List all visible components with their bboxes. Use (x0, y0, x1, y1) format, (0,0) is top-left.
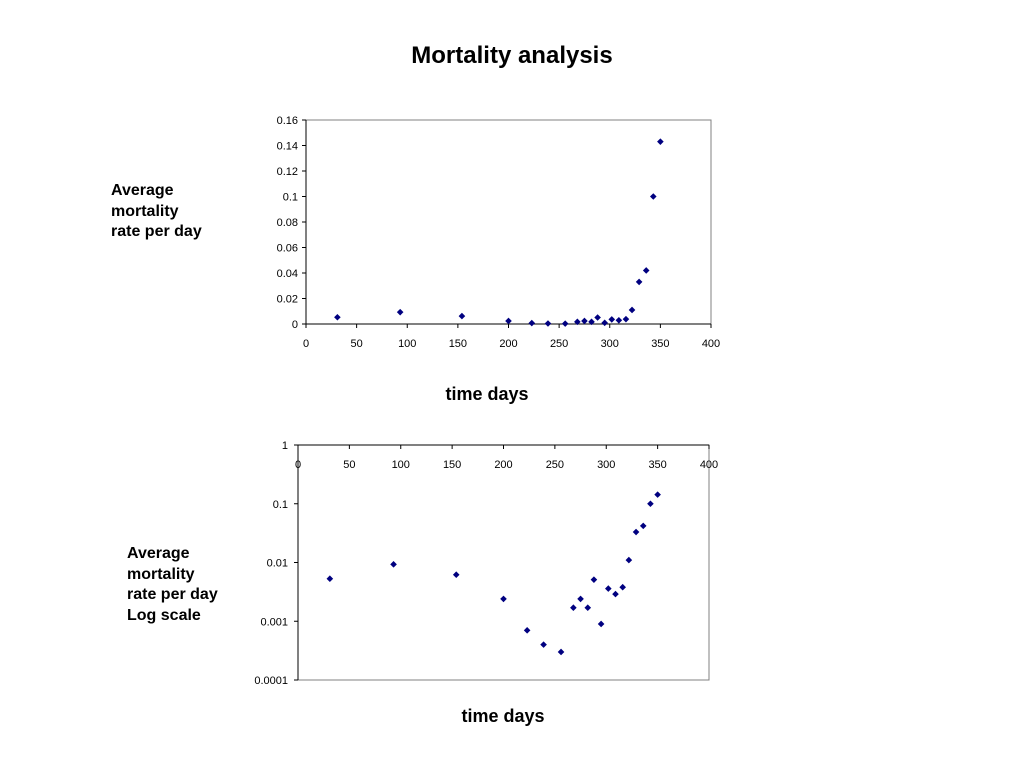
data-point (608, 316, 616, 323)
data-point (458, 312, 466, 320)
data-point (561, 320, 569, 327)
data-point (577, 595, 584, 603)
data-point (654, 491, 661, 498)
y-tick-label: 0.14 (277, 141, 298, 153)
y-tick-label: 0.0001 (254, 675, 288, 687)
data-point (619, 583, 626, 591)
data-point (528, 319, 536, 327)
y-tick-label: 0.01 (267, 558, 288, 570)
data-point (647, 500, 654, 508)
data-point (544, 320, 552, 327)
data-point (612, 590, 619, 598)
y-tick-label: 0.04 (277, 268, 298, 280)
x-tick-label: 350 (651, 338, 669, 350)
data-point (523, 627, 531, 634)
x-tick-label: 400 (700, 459, 718, 471)
x-tick-label: 250 (546, 459, 564, 471)
x-tick-label: 300 (597, 459, 615, 471)
x-tick-label: 350 (648, 459, 666, 471)
x-tick-label: 0 (303, 338, 309, 350)
chart2-y-axis-label: Average mortality rate per day Log scale (127, 544, 218, 626)
chart1-y-axis-label: Average mortality rate per day (111, 181, 202, 243)
data-point (601, 319, 608, 327)
x-tick-label: 50 (343, 459, 355, 471)
data-point (594, 314, 601, 321)
data-point (597, 620, 605, 628)
data-point (540, 641, 547, 648)
data-point (570, 604, 577, 612)
y-tick-label: 0.16 (277, 115, 298, 127)
y-tick-label: 0.06 (277, 243, 298, 255)
data-point (334, 313, 341, 321)
x-tick-label: 200 (494, 459, 512, 471)
data-point (505, 317, 512, 325)
x-tick-label: 100 (398, 338, 416, 350)
chart1-y-label-line: rate per day (111, 223, 202, 240)
data-point (452, 571, 460, 578)
chart1-y-label-line: mortality (111, 202, 179, 220)
x-tick-label: 400 (702, 338, 720, 350)
chart2-y-label-line: Log scale (127, 606, 201, 624)
x-tick-label: 50 (351, 338, 363, 350)
x-tick-label: 300 (601, 338, 619, 350)
data-point (657, 138, 664, 145)
chart1-x-axis-label: time days (445, 384, 529, 404)
data-point (500, 595, 507, 603)
chart2-x-axis-label: time days (461, 706, 545, 726)
plot-area (297, 444, 710, 681)
y-tick-label: 0.1 (273, 499, 288, 511)
x-tick-label: 150 (449, 338, 467, 350)
data-point (632, 528, 640, 536)
data-point (390, 561, 397, 568)
data-point (642, 267, 650, 274)
data-point (639, 522, 647, 530)
y-tick-label: 0 (292, 319, 298, 331)
data-point (590, 576, 598, 583)
data-point (622, 315, 630, 323)
plot-area (305, 119, 712, 325)
log-mortality-chart: 0.0001 0.001 0.01 0.1 10 50 100 150 200 250 300 350… (254, 440, 718, 687)
data-point (588, 318, 595, 326)
data-point (605, 585, 612, 592)
data-point (396, 308, 404, 316)
chart1-y-label-line: Average (111, 182, 174, 199)
y-tick-label: 0.12 (277, 166, 298, 178)
data-point (615, 317, 623, 324)
chart2-y-label-line: rate per day (127, 586, 218, 603)
y-tick-label: 0.02 (277, 294, 298, 306)
x-tick-label: 250 (550, 338, 568, 350)
data-point (625, 556, 633, 564)
x-tick-label: 150 (443, 459, 461, 471)
data-point (574, 318, 581, 326)
y-tick-label: 1 (282, 440, 288, 452)
y-tick-label: 0.001 (260, 616, 288, 628)
data-point (649, 193, 657, 200)
data-point (628, 306, 636, 314)
data-point (326, 575, 334, 582)
data-point (584, 604, 592, 612)
x-tick-label: 0 (295, 459, 301, 471)
data-point (557, 648, 565, 656)
x-tick-label: 100 (392, 459, 410, 471)
chart2-y-label-line: mortality (127, 565, 195, 583)
chart2-y-label-line: Average (127, 545, 190, 562)
data-point (581, 317, 588, 325)
y-tick-label: 0.08 (277, 217, 298, 229)
data-point (635, 278, 643, 286)
x-tick-label: 200 (499, 338, 517, 350)
linear-mortality-chart: 0 0.02 0.04 0.06 0.08 0.1 0.12 0.14 0.16 0 50 100 15… (277, 115, 721, 350)
y-tick-label: 0.1 (283, 192, 298, 204)
page-title: Mortality analysis (411, 42, 613, 69)
